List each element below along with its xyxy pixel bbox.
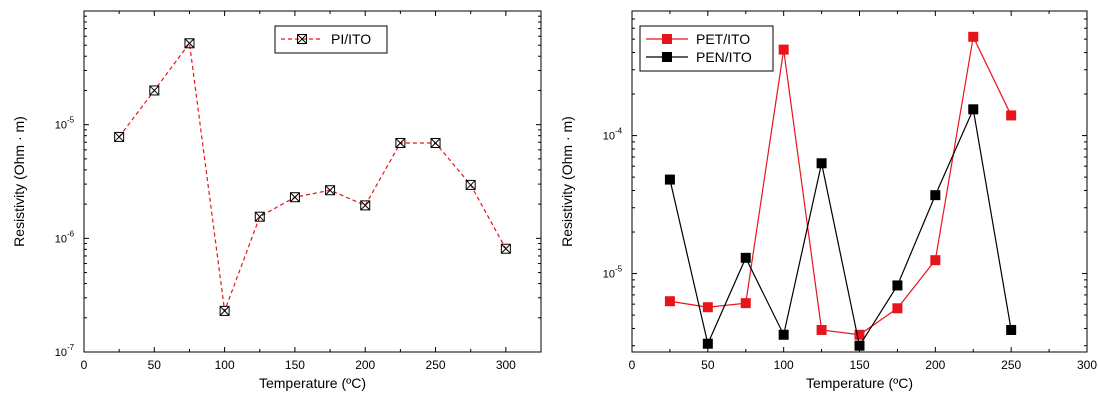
y-tick-label: 10 -4 [603,127,623,143]
y-tick-label-base: 10 [603,131,615,143]
y-tick-label-exp: -6 [67,229,75,238]
legend-box [639,25,774,72]
x-tick-label: 150 [849,358,869,372]
y-axis-label: Resistivity (Ohm · m) [11,116,27,247]
y-tick-label-exp: -7 [67,343,75,352]
x-tick-label: 150 [285,358,305,372]
x-tick-label: 0 [629,358,636,372]
data-point [740,298,751,309]
plot-frame [83,10,542,353]
x-axis-label: Temperature (ºC) [259,375,366,391]
data-point [664,174,675,185]
data-point [1006,110,1017,121]
x-tick-label: 100 [774,358,794,372]
data-point [816,158,827,169]
data-point [892,280,903,291]
data-point [702,302,713,313]
series-pi-ito [114,38,511,316]
x-tick-label: 50 [701,358,715,372]
y-tick-label-base: 10 [55,233,67,245]
x-tick-label: 250 [1001,358,1021,372]
legend-marker [662,52,672,62]
data-point [702,338,713,349]
data-point [395,137,406,148]
data-point [892,303,903,314]
data-point [114,131,125,142]
series-line [669,107,1012,348]
series-pet-ito [664,31,1017,340]
legend-label: PEN/ITO [696,49,752,65]
x-tick-label: 250 [426,358,446,372]
data-point [968,104,979,115]
data-point [930,255,941,266]
x-axis-label: Temperature (ºC) [806,375,913,391]
y-tick-label: 10 -6 [55,229,75,245]
data-point [360,200,371,211]
data-point [816,324,827,335]
data-point [289,192,300,203]
data-point [854,340,865,351]
data-point [930,190,941,201]
x-tick-label: 300 [1077,358,1097,372]
y-tick-label-exp: -5 [615,265,623,274]
y-tick-label: 10 -5 [55,116,75,132]
data-point [740,252,751,263]
data-point [254,211,265,222]
data-point [500,243,511,254]
y-tick-label: 10 -7 [55,343,75,359]
data-point [465,179,476,190]
data-point [325,185,336,196]
data-point [1006,324,1017,335]
y-tick-label-exp: -5 [67,116,75,125]
y-tick-label-base: 10 [603,269,615,281]
data-point [778,44,789,55]
x-tick-label: 100 [215,358,235,372]
data-point [664,296,675,307]
y-tick-label-base: 10 [55,347,67,359]
y-tick-label: 10 -5 [603,265,623,281]
data-point [184,38,195,49]
x-tick-label: 200 [355,358,375,372]
series-line [118,41,507,312]
y-tick-label-exp: -4 [615,127,623,136]
x-tick-label: 0 [81,358,88,372]
legend-label: PET/ITO [696,31,750,47]
legend: PI/ITO [274,25,388,54]
y-tick-label-base: 10 [55,120,67,132]
legend-label: PI/ITO [331,31,371,47]
y-axis-label: Resistivity (Ohm · m) [559,116,575,247]
legend-marker [662,34,672,44]
data-point [854,329,865,340]
data-point [968,31,979,42]
data-point [149,85,160,96]
series-line [669,34,1012,336]
data-point [778,329,789,340]
data-point [430,137,441,148]
series-pen-ito [664,104,1017,351]
x-tick-label: 50 [148,358,162,372]
x-tick-label: 200 [925,358,945,372]
data-point [219,305,230,316]
x-tick-label: 300 [496,358,516,372]
legend-box [274,25,388,54]
legend-marker [297,34,307,44]
legend: PET/ITO PEN/ITO [639,25,774,72]
